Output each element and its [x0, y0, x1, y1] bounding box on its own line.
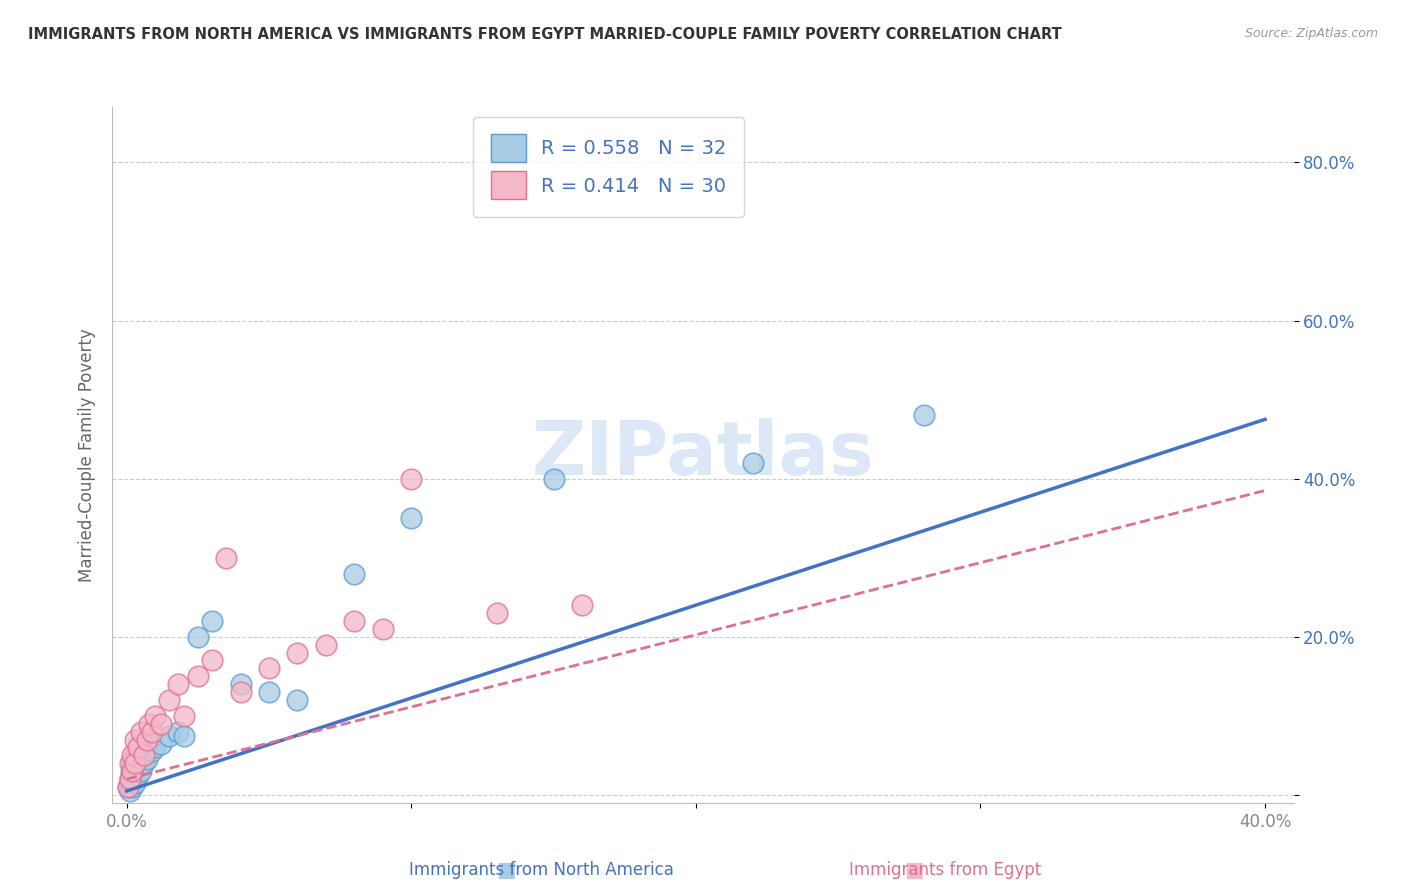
- Point: [912, 409, 935, 423]
- Point: [143, 708, 166, 723]
- Point: [287, 693, 309, 707]
- Point: [173, 729, 195, 743]
- Point: [343, 566, 366, 581]
- Text: Immigrants from Egypt: Immigrants from Egypt: [849, 861, 1040, 879]
- Point: [187, 630, 209, 644]
- Point: [121, 748, 143, 763]
- Point: [132, 756, 155, 771]
- Point: [287, 646, 309, 660]
- Point: [485, 606, 508, 620]
- Point: [124, 776, 146, 790]
- Point: [127, 740, 149, 755]
- Point: [132, 748, 155, 763]
- Point: [122, 772, 145, 786]
- Point: [187, 669, 209, 683]
- Point: [149, 737, 172, 751]
- Text: ■: ■: [496, 860, 516, 880]
- Point: [138, 732, 160, 747]
- Text: IMMIGRANTS FROM NORTH AMERICA VS IMMIGRANTS FROM EGYPT MARRIED-COUPLE FAMILY POV: IMMIGRANTS FROM NORTH AMERICA VS IMMIGRA…: [28, 27, 1062, 42]
- Point: [124, 748, 146, 763]
- Point: [143, 740, 166, 755]
- Point: [173, 708, 195, 723]
- Point: [149, 716, 172, 731]
- Text: Source: ZipAtlas.com: Source: ZipAtlas.com: [1244, 27, 1378, 40]
- Point: [371, 622, 394, 636]
- Point: [118, 756, 141, 771]
- Point: [121, 780, 143, 794]
- Point: [121, 756, 143, 771]
- Point: [401, 472, 423, 486]
- Point: [343, 614, 366, 628]
- Point: [229, 685, 252, 699]
- Point: [229, 677, 252, 691]
- Y-axis label: Married-Couple Family Poverty: Married-Couple Family Poverty: [77, 328, 96, 582]
- Point: [201, 653, 224, 667]
- Point: [117, 780, 139, 794]
- Point: [129, 764, 152, 779]
- Point: [141, 744, 163, 758]
- Text: Immigrants from North America: Immigrants from North America: [409, 861, 673, 879]
- Point: [117, 780, 139, 794]
- Point: [121, 764, 143, 779]
- Point: [135, 732, 157, 747]
- Point: [571, 598, 593, 612]
- Point: [135, 752, 157, 766]
- Point: [141, 724, 163, 739]
- Point: [201, 614, 224, 628]
- Point: [157, 693, 180, 707]
- Point: [124, 756, 146, 771]
- Point: [215, 550, 238, 565]
- Point: [157, 729, 180, 743]
- Point: [124, 732, 146, 747]
- Point: [167, 677, 190, 691]
- Point: [120, 764, 142, 779]
- Point: [741, 456, 763, 470]
- Point: [127, 760, 149, 774]
- Text: ■: ■: [904, 860, 924, 880]
- Point: [129, 724, 152, 739]
- Point: [132, 740, 155, 755]
- Text: ZIPatlas: ZIPatlas: [531, 418, 875, 491]
- Point: [118, 784, 141, 798]
- Point: [127, 768, 149, 782]
- Point: [543, 472, 565, 486]
- Point: [257, 661, 280, 675]
- Point: [315, 638, 337, 652]
- Point: [118, 772, 141, 786]
- Point: [138, 716, 160, 731]
- Legend: R = 0.558   N = 32, R = 0.414   N = 30: R = 0.558 N = 32, R = 0.414 N = 30: [472, 117, 744, 217]
- Point: [118, 772, 141, 786]
- Point: [401, 511, 423, 525]
- Point: [257, 685, 280, 699]
- Point: [167, 724, 190, 739]
